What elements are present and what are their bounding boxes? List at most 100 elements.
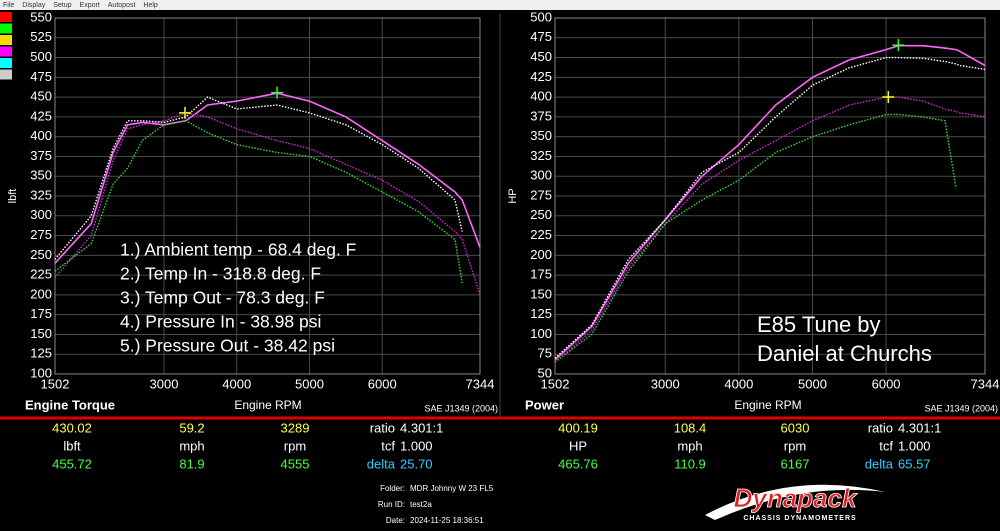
- menu-item[interactable]: Display: [22, 2, 45, 9]
- x-axis-label: Engine RPM: [234, 398, 301, 412]
- y-tick-label: 375: [30, 148, 52, 163]
- readout-value: mph: [179, 438, 204, 453]
- y-tick-label: 200: [30, 286, 52, 301]
- menu-item[interactable]: Autopost: [108, 2, 136, 9]
- readout-value: 1.000: [400, 438, 433, 453]
- readout-label: ratio: [370, 420, 395, 435]
- y-tick-label: 150: [30, 326, 52, 341]
- marker-cross: [179, 106, 192, 119]
- series-line: [54, 112, 481, 296]
- y-tick-label: 50: [538, 365, 552, 380]
- y-tick-label: 250: [30, 247, 52, 262]
- y-tick-label: 325: [530, 148, 552, 163]
- readout-value: 455.72: [52, 456, 92, 471]
- annotation: 4.) Pressure In - 38.98 psi: [120, 312, 321, 332]
- series-line: [554, 44, 986, 361]
- series-line: [54, 92, 481, 264]
- y-tick-label: 525: [30, 29, 52, 44]
- readout-value: 4.301:1: [400, 420, 443, 435]
- readout-value: rpm: [784, 438, 806, 453]
- y-tick-label: 100: [30, 365, 52, 380]
- readout-value: 59.2: [179, 420, 204, 435]
- x-tick-label: 5000: [798, 376, 827, 391]
- y-tick-label: 275: [530, 187, 552, 202]
- chart-title: Engine Torque: [25, 397, 115, 412]
- legend-swatch: [0, 46, 12, 57]
- y-tick-label: 375: [530, 108, 552, 123]
- y-tick-label: 300: [30, 207, 52, 222]
- readout-value: 400.19: [558, 420, 598, 435]
- readout-label: delta: [865, 456, 894, 471]
- y-axis-label: HP: [507, 188, 519, 203]
- marker-cross: [882, 90, 895, 103]
- menu-bar: [0, 0, 1000, 10]
- series-line: [554, 113, 957, 363]
- readout-value: 4.301:1: [898, 420, 941, 435]
- y-tick-label: 500: [530, 9, 552, 24]
- legend-swatch: [0, 12, 12, 22]
- x-tick-label: 5000: [295, 376, 324, 391]
- x-tick-label: 1502: [541, 376, 570, 391]
- readout-value: 81.9: [179, 456, 204, 471]
- menu-item[interactable]: Setup: [53, 2, 71, 9]
- annotation: 5.) Pressure Out - 38.42 psi: [120, 336, 335, 356]
- readout-value: 430.02: [52, 420, 92, 435]
- y-tick-label: 250: [530, 207, 552, 222]
- readout-value: 110.9: [674, 456, 706, 471]
- y-tick-label: 425: [530, 69, 552, 84]
- y-tick-label: 225: [30, 267, 52, 282]
- y-tick-label: 550: [30, 9, 52, 24]
- run-info-value: MDR Johnny W 23 FL5: [410, 484, 494, 493]
- x-tick-label: 3000: [651, 376, 680, 391]
- readout-label: delta: [367, 456, 396, 471]
- marker-cross: [271, 86, 284, 99]
- plot-frame: [554, 17, 986, 375]
- readout-value: 1.000: [898, 438, 931, 453]
- y-tick-label: 325: [30, 187, 52, 202]
- y-tick-label: 125: [30, 346, 52, 361]
- marker-cross: [892, 39, 905, 52]
- legend-swatch: [0, 35, 12, 45]
- annotation: 2.) Temp In - 318.8 deg. F: [120, 264, 321, 284]
- y-tick-label: 175: [30, 306, 52, 321]
- readout-value: HP: [569, 438, 587, 453]
- menu-item[interactable]: Export: [80, 2, 100, 9]
- readout-value: 65.57: [898, 456, 931, 471]
- y-tick-label: 175: [530, 267, 552, 282]
- y-tick-label: 500: [30, 49, 52, 64]
- readout-value: 25.70: [400, 456, 433, 471]
- annotation: E85 Tune by: [757, 312, 881, 337]
- menu-item[interactable]: Help: [143, 2, 158, 9]
- y-tick-label: 350: [530, 128, 552, 143]
- x-tick-label: 7344: [971, 376, 1000, 391]
- x-tick-label: 6000: [872, 376, 901, 391]
- x-tick-label: 6000: [368, 376, 397, 391]
- y-tick-label: 475: [530, 29, 552, 44]
- logo-name: Dynapack: [734, 483, 858, 513]
- annotation: Daniel at Churchs: [757, 341, 932, 366]
- y-tick-label: 400: [530, 89, 552, 104]
- annotation: 1.) Ambient temp - 68.4 deg. F: [120, 240, 356, 260]
- y-tick-label: 275: [30, 227, 52, 242]
- y-tick-label: 100: [530, 326, 552, 341]
- y-tick-label: 225: [530, 227, 552, 242]
- readout-value: 6030: [781, 420, 810, 435]
- y-tick-label: 425: [30, 108, 52, 123]
- y-axis-label: lbft: [7, 189, 19, 204]
- menu-item[interactable]: File: [3, 2, 14, 9]
- y-tick-label: 300: [530, 168, 552, 183]
- legend-swatch: [0, 58, 12, 68]
- x-axis-label: Engine RPM: [734, 398, 801, 412]
- standard-label: SAE J1349 (2004): [924, 403, 998, 413]
- x-tick-label: 1502: [41, 376, 70, 391]
- readout-label: ratio: [868, 420, 893, 435]
- y-tick-label: 350: [30, 168, 52, 183]
- annotation: 3.) Temp Out - 78.3 deg. F: [120, 288, 325, 308]
- y-tick-label: 475: [30, 69, 52, 84]
- run-info-value: test2a: [410, 500, 432, 509]
- series-line: [554, 96, 986, 363]
- readout-value: 4555: [281, 456, 310, 471]
- logo-swoosh: [705, 484, 885, 520]
- readout-value: 108.4: [674, 420, 707, 435]
- x-tick-label: 3000: [150, 376, 179, 391]
